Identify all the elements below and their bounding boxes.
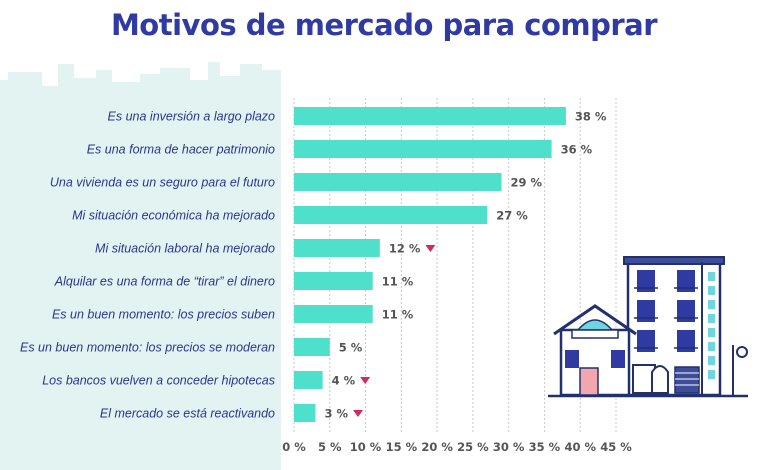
- category-label: Es un buen momento: los precios se moder…: [20, 341, 275, 355]
- bar: [294, 206, 488, 224]
- x-tick-label: 40 %: [564, 440, 596, 454]
- value-labels: 38 % 36 % 29 % 27 % 12 % 11 % 11 % 5 % 4 % 3 %: [324, 110, 606, 421]
- decrease-arrow-icon: [352, 410, 363, 417]
- category-label: Una vivienda es un seguro para el futuro: [50, 176, 275, 190]
- category-label: Mi situación económica ha mejorado: [72, 209, 275, 223]
- decrease-arrow-icon: [425, 245, 436, 252]
- value-label: 29 %: [511, 176, 543, 190]
- category-label: Los bancos vuelven a conceder hipotecas: [42, 374, 275, 388]
- category-label: El mercado se está reactivando: [100, 407, 275, 421]
- value-label: 27 %: [496, 209, 528, 223]
- bar: [294, 107, 566, 125]
- x-tick-label: 35 %: [529, 440, 561, 454]
- category-labels: Es una inversión a largo plazo Es una for…: [20, 110, 275, 421]
- bar: [294, 173, 502, 191]
- city-skyline-background: [0, 62, 281, 470]
- value-label: 5 %: [339, 341, 363, 355]
- x-tick-label: 0 %: [282, 440, 306, 454]
- bar: [294, 140, 552, 158]
- bar: [294, 371, 323, 389]
- category-label: Es un buen momento: los precios suben: [52, 308, 275, 322]
- x-axis-tick-labels: 0 % 5 % 10 % 15 % 20 % 25 % 30 % 35 % 40 % 45 %: [282, 440, 632, 454]
- x-tick-label: 15 %: [386, 440, 418, 454]
- decrease-arrow-icon: [360, 377, 371, 384]
- x-tick-label: 10 %: [350, 440, 382, 454]
- x-tick-label: 5 %: [318, 440, 342, 454]
- bar: [294, 239, 380, 257]
- value-label: 12 %: [389, 242, 421, 256]
- bar: [294, 305, 373, 323]
- value-label: 11 %: [382, 308, 414, 322]
- value-label: 3 %: [324, 407, 348, 421]
- x-tick-label: 45 %: [600, 440, 632, 454]
- x-tick-label: 20 %: [421, 440, 453, 454]
- x-tick-label: 30 %: [493, 440, 525, 454]
- value-label: 11 %: [382, 275, 414, 289]
- value-label: 4 %: [332, 374, 356, 388]
- category-label: Alquilar es una forma de “tirar” el dine…: [54, 275, 275, 289]
- value-label: 36 %: [561, 143, 593, 157]
- category-label: Es una forma de hacer patrimonio: [87, 143, 275, 157]
- bar: [294, 338, 330, 356]
- page-title: Motivos de mercado para comprar: [110, 8, 658, 42]
- bar: [294, 272, 373, 290]
- category-label: Mi situación laboral ha mejorado: [95, 242, 275, 256]
- category-label: Es una inversión a largo plazo: [108, 110, 276, 124]
- bars: [294, 107, 566, 422]
- buildings-illustration-icon: [548, 256, 748, 398]
- bar: [294, 404, 316, 422]
- x-tick-label: 25 %: [457, 440, 489, 454]
- value-label: 38 %: [575, 110, 607, 124]
